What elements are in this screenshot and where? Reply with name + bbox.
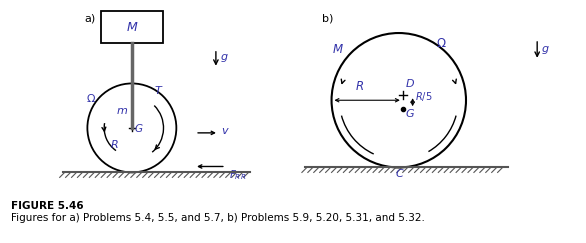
Text: b): b) (322, 13, 333, 23)
Text: $\Omega$: $\Omega$ (437, 37, 447, 50)
Text: $G$: $G$ (405, 107, 415, 119)
Text: $T$: $T$ (154, 84, 163, 96)
Text: $M$: $M$ (125, 21, 138, 34)
Text: a): a) (84, 13, 96, 23)
Text: $g$: $g$ (541, 44, 550, 56)
Text: FIGURE 5.46: FIGURE 5.46 (11, 201, 84, 211)
Text: $R$: $R$ (355, 80, 364, 93)
Text: $m$: $m$ (116, 106, 128, 116)
Text: $g$: $g$ (220, 52, 229, 64)
Text: $G$: $G$ (134, 122, 144, 134)
Text: $R$: $R$ (110, 138, 119, 150)
Text: $F_{RR}$: $F_{RR}$ (229, 168, 246, 182)
Text: $M$: $M$ (332, 43, 343, 56)
Bar (101, 11, 162, 43)
Text: $D$: $D$ (405, 77, 415, 89)
Text: $\Omega$: $\Omega$ (86, 92, 97, 104)
Text: Figures for a) Problems 5.4, 5.5, and 5.7, b) Problems 5.9, 5.20, 5.31, and 5.32: Figures for a) Problems 5.4, 5.5, and 5.… (11, 213, 425, 223)
Text: $C$: $C$ (395, 167, 404, 179)
Text: $v$: $v$ (221, 126, 230, 136)
Text: $R/5$: $R/5$ (414, 90, 432, 103)
